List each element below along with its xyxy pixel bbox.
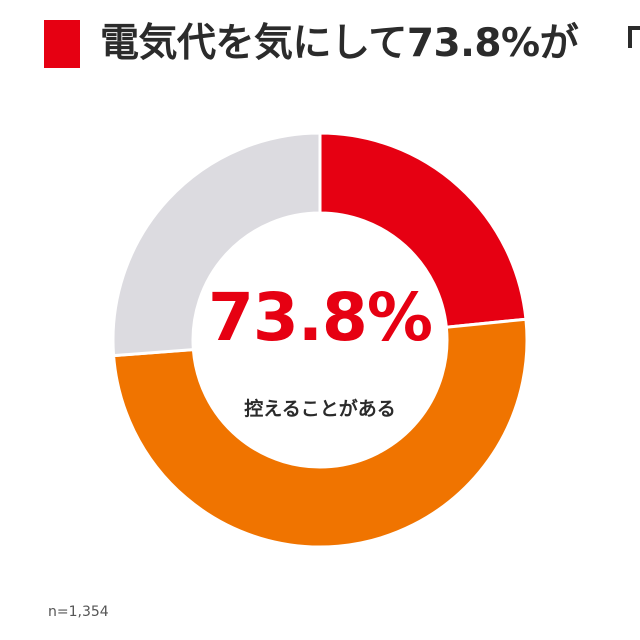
title-accent-bar	[44, 20, 80, 68]
cropped-glyph-edge	[628, 26, 632, 48]
donut-slice-3	[111, 131, 322, 358]
center-value: 73.8%	[208, 279, 433, 356]
donut-slices	[111, 131, 529, 549]
donut-slice-1	[318, 131, 528, 329]
center-label: 控えることがある	[244, 398, 396, 420]
sample-size: n=1,354	[48, 604, 109, 620]
cropped-glyph-edge-top	[632, 26, 640, 30]
donut-slice-2	[111, 317, 529, 549]
page-title: 電気代を気にして73.8%が	[100, 21, 579, 66]
